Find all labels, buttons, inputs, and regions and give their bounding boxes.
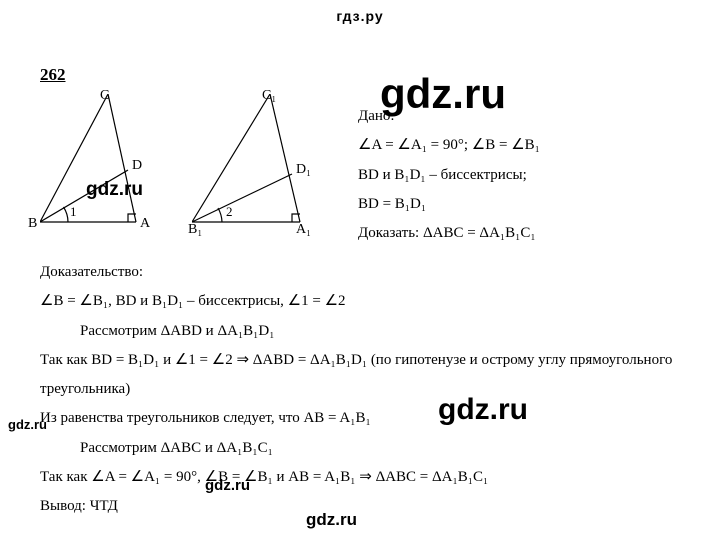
label-c1: C₁ [262,88,276,104]
proof-l2: Рассмотрим ΔABD и ΔA₁B₁D₁ [80,317,700,346]
site-name: гдз.ру [336,8,383,24]
proof-l3: Так как BD = B₁D₁ и ∠1 = ∠2 ⇒ ΔABD = ΔA₁… [40,346,700,405]
label-b1: B₁ [188,222,202,238]
label-a: A [140,216,150,232]
label-c: C [100,88,109,104]
given-line-bisectors: BD и B₁D₁ – биссектрисы; [358,161,540,190]
prove-line: Доказать: ΔABC = ΔA₁B₁C₁ [358,219,540,248]
prove-label: Доказать: [358,225,419,241]
conclusion-text: ЧТД [90,498,118,514]
given-line-angles: ∠A = ∠A₁ = 90°; ∠B = ∠B₁ [358,131,540,160]
label-angle-2: 2 [226,204,233,220]
conclusion-label: Вывод: [40,498,86,514]
label-a1: A₁ [296,222,311,238]
proof-l4: Из равенства треугольников следует, что … [40,404,700,433]
figure-triangle-1: C D B A 1 [40,94,160,230]
watermark-mid-right: gdz.ru [438,393,528,427]
site-header: гдз.ру [0,0,720,26]
proof-l5: Рассмотрим ΔABC и ΔA₁B₁C₁ [80,434,700,463]
given-block: Дано: ∠A = ∠A₁ = 90°; ∠B = ∠B₁ BD и B₁D₁… [358,102,540,248]
label-d: D [132,158,142,174]
label-b: B [28,216,37,232]
label-d1: D₁ [296,162,311,178]
watermark-left-small: gdz.ru [8,417,47,432]
watermark-bottom-2: gdz.ru [306,510,357,530]
prove-statement: ΔABC = ΔA₁B₁C₁ [423,225,536,241]
proof-l7: Вывод: ЧТД [40,492,700,521]
proof-title: Доказательство: [40,258,700,287]
watermark-large-top: gdz.ru [380,70,506,118]
proof-block: Доказательство: ∠B = ∠B₁, BD и B₁D₁ – би… [40,258,700,521]
watermark-fig1: gdz.ru [86,179,143,201]
proof-l6: Так как ∠A = ∠A₁ = 90°, ∠B = ∠B₁ и AB = … [40,463,700,492]
side-ca [270,94,300,222]
side-bc [40,94,108,222]
angle-arc [64,207,69,222]
given-line-equal: BD = B₁D₁ [358,190,540,219]
label-angle-1: 1 [70,204,77,220]
angle-arc [218,208,222,222]
problem-number: 262 [40,65,66,85]
watermark-bottom-1: gdz.ru [205,477,250,494]
figure-triangle-2: C₁ D₁ B₁ A₁ 2 [192,94,322,230]
proof-l1: ∠B = ∠B₁, BD и B₁D₁ – биссектрисы, ∠1 = … [40,287,700,316]
